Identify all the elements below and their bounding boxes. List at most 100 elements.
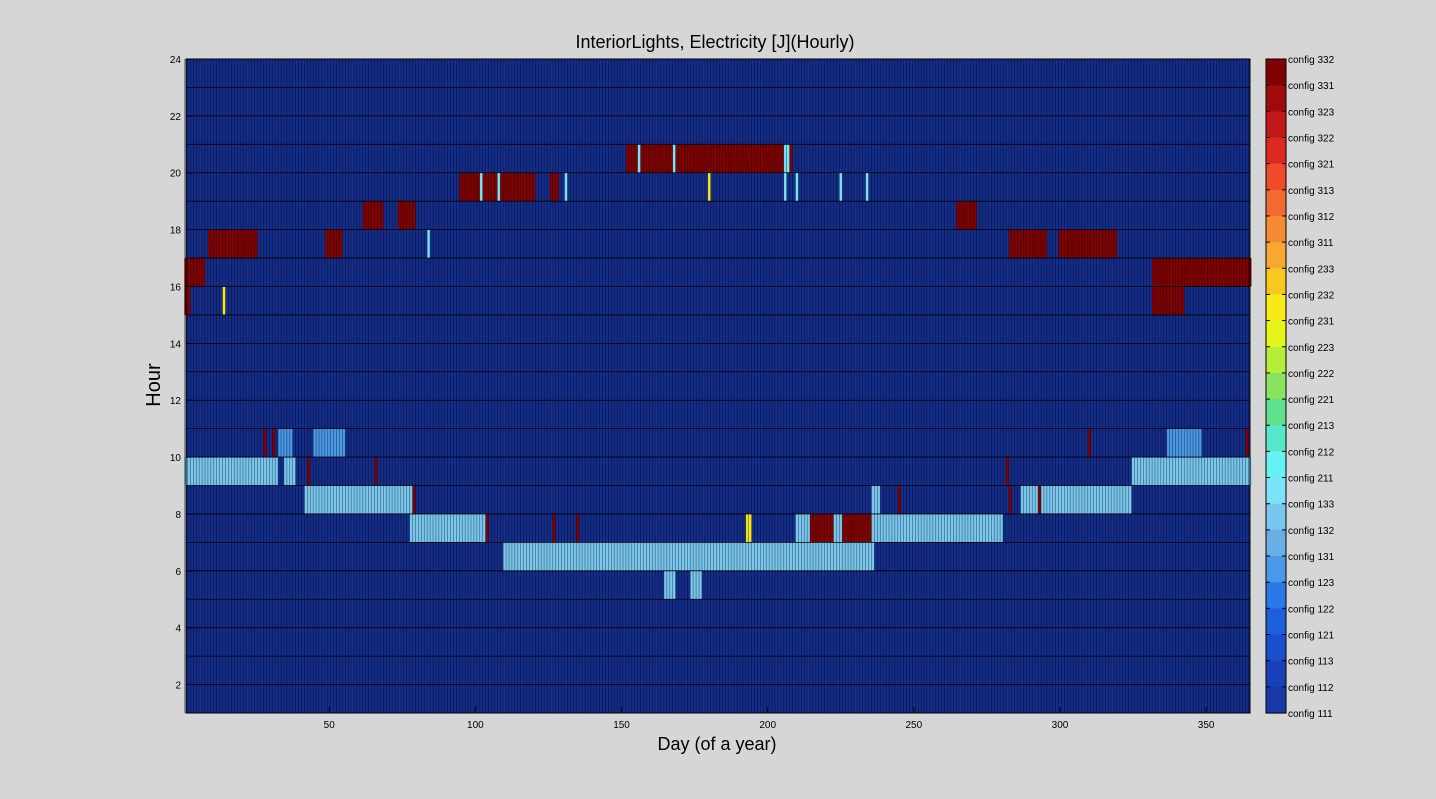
- colorbar-segment: [1266, 372, 1286, 400]
- heatmap-cell: [1245, 428, 1249, 458]
- heatmap-cell: [853, 513, 857, 543]
- heatmap-cell: [795, 172, 799, 202]
- colorbar-segment: [1266, 425, 1286, 452]
- heatmap-cell: [830, 513, 834, 543]
- colorbar-segment: [1266, 503, 1286, 531]
- colorbar-label: config 223: [1288, 343, 1335, 354]
- heatmap-band: [503, 542, 875, 571]
- heatmap-band: [549, 172, 559, 202]
- colorbar-label: config 113: [1288, 657, 1334, 668]
- heatmap-cell: [497, 172, 501, 202]
- heatmap-cell: [848, 513, 851, 543]
- plot-frame: [185, 58, 1251, 714]
- colorbar-label: config 213: [1288, 421, 1335, 432]
- y-tick-label: 18: [170, 226, 182, 237]
- heatmap-cell: [672, 144, 676, 173]
- heatmap-cell: [1008, 485, 1012, 514]
- colorbar-segment: [1266, 660, 1286, 688]
- y-tick-label: 16: [170, 282, 182, 293]
- heatmap-band: [871, 485, 881, 514]
- heatmap-cell: [824, 513, 828, 543]
- heatmap-cell: [818, 513, 822, 543]
- heatmap-cell: [868, 513, 872, 543]
- heatmap-cell: [1005, 457, 1009, 486]
- colorbar-label: config 131: [1288, 552, 1335, 563]
- colorbar-frame: [1265, 58, 1287, 714]
- colorbar-segment: [1266, 268, 1286, 296]
- heatmap-cell: [821, 513, 825, 543]
- colorbar-label: config 232: [1288, 290, 1335, 301]
- colorbar-segment: [1266, 215, 1286, 243]
- heatmap-cell: [263, 428, 267, 458]
- heatmap-band: [313, 428, 346, 458]
- colorbar-label: config 321: [1288, 160, 1335, 171]
- y-tick-label: 4: [175, 624, 181, 635]
- heatmap-cell: [865, 172, 869, 202]
- heatmap-cell: [786, 144, 790, 173]
- colorbar-label: config 311: [1288, 238, 1334, 249]
- heatmap-cell: [485, 513, 489, 543]
- colorbar-segment: [1266, 608, 1286, 636]
- heatmap-band: [956, 201, 977, 230]
- heatmap-band: [1152, 286, 1185, 315]
- colorbar-segment: [1266, 346, 1286, 374]
- colorbar-label: config 312: [1288, 212, 1335, 223]
- plot-area: [184, 58, 1252, 714]
- colorbar-segment: [1266, 294, 1286, 322]
- heatmap-cell: [862, 513, 866, 543]
- heatmap-cell: [851, 513, 854, 543]
- y-tick-label: 2: [175, 681, 181, 692]
- heatmap-cell: [897, 485, 901, 514]
- colorbar-segment: [1266, 85, 1286, 112]
- y-tick-label: 24: [170, 55, 182, 66]
- heatmap-cell: [815, 513, 819, 543]
- colorbar-segment: [1266, 137, 1286, 165]
- colorbar-label: config 212: [1288, 447, 1335, 458]
- colorbar-label: config 123: [1288, 578, 1335, 589]
- heatmap-cell: [845, 513, 849, 543]
- heatmap-cell: [272, 428, 276, 458]
- heatmap-band: [1008, 229, 1047, 259]
- colorbar-segment: [1266, 320, 1286, 348]
- colorbar-label: config 211: [1288, 474, 1334, 485]
- colorbar-label: config 222: [1288, 369, 1335, 380]
- colorbar-label: config 112: [1288, 683, 1334, 694]
- heatmap-cell: [745, 513, 749, 543]
- y-tick-label: 14: [170, 339, 182, 350]
- heatmap-cell: [427, 229, 431, 259]
- heatmap-cell: [637, 144, 641, 173]
- colorbar-label: config 313: [1288, 186, 1335, 197]
- heatmap-cell: [789, 144, 793, 173]
- heatmap-cell: [856, 513, 860, 543]
- colorbar-segment: [1266, 163, 1286, 191]
- heatmap-cell: [748, 513, 752, 543]
- x-tick-label: 300: [1052, 720, 1069, 731]
- heatmap-cell: [374, 457, 378, 486]
- heatmap-cell: [307, 457, 311, 486]
- heatmap-cell: [707, 172, 711, 202]
- heatmap-band: [278, 428, 293, 458]
- heatmap-cell: [1087, 428, 1091, 458]
- heatmap-cell: [839, 172, 843, 202]
- x-tick-label: 200: [759, 720, 776, 731]
- colorbar-label: config 322: [1288, 133, 1335, 144]
- heatmap-cell: [783, 172, 787, 202]
- heatmap-cell: [1038, 485, 1041, 514]
- y-tick-label: 6: [175, 567, 181, 578]
- colorbar-label: config 331: [1288, 81, 1335, 92]
- x-tick-label: 50: [324, 720, 336, 731]
- heatmap-cell: [552, 513, 556, 543]
- heatmap-band: [207, 229, 258, 259]
- colorbar-segment: [1266, 189, 1286, 217]
- heatmap-cell: [564, 172, 568, 202]
- colorbar-segment: [1266, 634, 1286, 662]
- x-tick-label: 150: [613, 720, 630, 731]
- y-tick-label: 10: [170, 453, 182, 464]
- y-tick-label: 22: [170, 112, 182, 123]
- colorbar-segment: [1266, 451, 1286, 479]
- colorbar-label: config 231: [1288, 317, 1335, 328]
- heatmap-cell: [842, 513, 846, 543]
- colorbar-segment: [1266, 529, 1286, 557]
- heatmap-cell: [810, 513, 813, 543]
